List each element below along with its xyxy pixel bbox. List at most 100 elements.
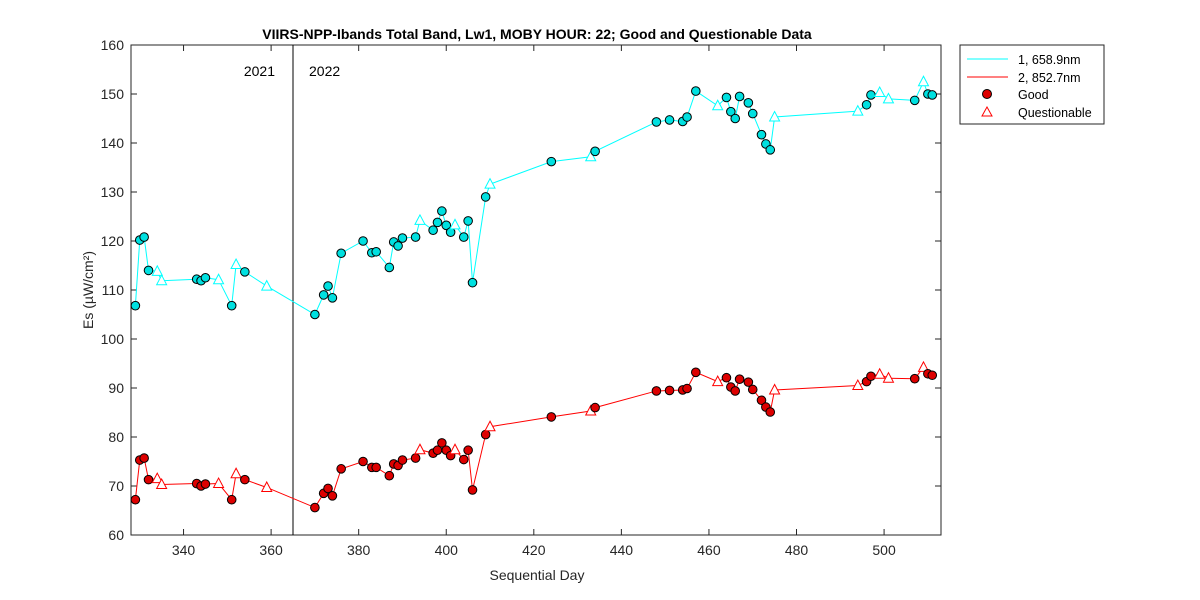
good-point [240, 474, 250, 485]
questionable-point [873, 85, 886, 98]
good-point [861, 99, 872, 110]
x-tick-label: 420 [522, 542, 546, 558]
good-point [226, 300, 237, 311]
questionable-point [151, 472, 164, 484]
good-point [590, 146, 600, 157]
good-point [327, 491, 338, 501]
series-1 [130, 75, 938, 320]
good-point [397, 455, 408, 465]
x-tick-label: 500 [872, 542, 896, 558]
good-point [240, 267, 250, 277]
good-point [546, 412, 557, 422]
x-axis-title: Sequential Day [490, 567, 585, 583]
y-tick-label: 60 [108, 527, 124, 543]
good-point [336, 464, 346, 474]
good-point [721, 372, 732, 383]
legend-box [959, 44, 1105, 125]
good-point [397, 233, 408, 243]
good-point [747, 108, 758, 119]
good-point [590, 402, 600, 413]
good-point [200, 272, 211, 283]
good-point [323, 483, 333, 494]
questionable-point [584, 150, 597, 162]
questionable-point [711, 375, 724, 387]
legend-label-series-2: 2, 852.7nm [1018, 71, 1081, 85]
good-point [463, 216, 473, 226]
good-point [765, 145, 776, 155]
questionable-point [449, 443, 461, 455]
good-point [743, 377, 754, 387]
good-point [143, 474, 154, 485]
questionable-point [449, 218, 461, 230]
good-point [691, 367, 701, 378]
year-divider: 2021 2022 [244, 45, 340, 535]
questionable-point [151, 264, 164, 276]
questionable-point [414, 443, 426, 455]
y-tick-label: 160 [101, 37, 125, 53]
x-tick-label: 340 [172, 542, 196, 558]
good-point [721, 92, 732, 103]
good-point [651, 117, 662, 127]
x-tick-label: 400 [435, 542, 459, 558]
good-point [226, 494, 237, 505]
y-tick-label: 90 [108, 380, 124, 396]
good-point [927, 90, 938, 100]
x-tick-label: 460 [697, 542, 721, 558]
good-point [467, 277, 478, 288]
good-point [664, 115, 675, 125]
x-axis: 340 360 380 400 420 440 460 480 500 [172, 45, 896, 558]
questionable-point [851, 104, 864, 116]
good-point [480, 192, 491, 202]
good-point [743, 98, 754, 108]
questionable-point [917, 360, 930, 372]
good-point [393, 241, 403, 251]
y-tick-label: 140 [101, 135, 125, 151]
year-label-2022: 2022 [309, 63, 340, 79]
questionable-point [851, 378, 864, 391]
good-point [458, 232, 469, 242]
good-point [310, 309, 320, 320]
good-point [318, 290, 329, 300]
y-axis-title: Es (µW/cm²) [80, 251, 96, 329]
questionable-point [917, 75, 930, 87]
good-point [664, 385, 675, 396]
x-tick-label: 380 [347, 542, 371, 558]
good-point [682, 383, 692, 394]
good-point [143, 265, 154, 276]
good-point [358, 456, 368, 467]
good-point [336, 248, 346, 259]
good-point [651, 386, 662, 396]
good-point [734, 374, 745, 384]
good-point [410, 453, 421, 463]
good-point [384, 470, 395, 481]
legend-label-questionable: Questionable [1018, 106, 1092, 120]
y-tick-label: 100 [101, 331, 125, 347]
legend-label-series-1: 1, 658.9nm [1018, 53, 1081, 67]
series-2 [130, 360, 938, 513]
questionable-point [768, 383, 781, 395]
questionable-point [260, 480, 273, 492]
good-point [437, 206, 447, 216]
good-point [909, 373, 920, 384]
good-point [139, 232, 149, 242]
questionable-point [711, 99, 724, 111]
questionable-point [212, 476, 225, 489]
questionable-point [230, 257, 242, 270]
good-point [327, 293, 338, 303]
questionable-point [414, 213, 426, 225]
y-tick-label: 120 [101, 233, 125, 249]
chart-title: VIIRS-NPP-Ibands Total Band, Lw1, MOBY H… [262, 26, 812, 42]
good-point [927, 370, 938, 381]
y-tick-label: 70 [108, 478, 124, 494]
good-point [139, 453, 149, 463]
series-layer [130, 75, 938, 513]
good-point [437, 438, 447, 448]
legend-marker-good [982, 89, 992, 99]
good-point [371, 462, 381, 473]
questionable-point [882, 371, 895, 383]
questionable-point [484, 420, 496, 432]
good-point [432, 217, 443, 228]
questionable-point [212, 273, 225, 285]
good-point [730, 113, 741, 124]
